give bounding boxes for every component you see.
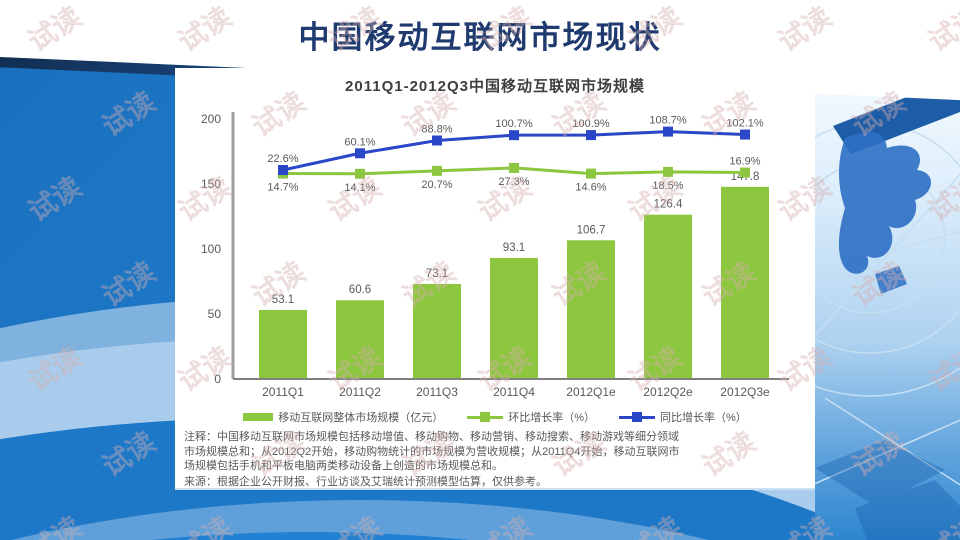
chart-title: 2011Q1-2012Q3中国移动互联网市场规模 — [345, 78, 645, 95]
bar-value-label: 126.4 — [654, 199, 683, 211]
line-square-swatch-icon — [619, 412, 655, 422]
legend-label: 移动互联网整体市场规模（亿元） — [278, 412, 444, 424]
note-annotation: 注释：中国移动互联网市场规模包括移动增值、移动购物、移动营销、移动搜索、移动游戏… — [184, 431, 680, 473]
legend-item-yoy-growth: 同比增长率（%） — [619, 409, 747, 425]
legend-item-market-size: 移动互联网整体市场规模（亿元） — [243, 409, 443, 425]
line-value-label: 60.1% — [344, 136, 375, 148]
bar — [490, 257, 538, 379]
line-marker — [355, 168, 365, 179]
watermark: 试读 — [96, 86, 161, 143]
legend-item-qoq-growth: 环比增长率（%） — [467, 409, 595, 425]
line-marker — [663, 126, 673, 137]
line-value-label: 16.9% — [729, 156, 760, 168]
y-tick-label: 50 — [208, 307, 222, 321]
bar — [413, 283, 461, 379]
line-marker — [432, 165, 442, 176]
line-value-label: 14.6% — [575, 182, 606, 194]
line-marker — [278, 165, 288, 176]
x-tick-label: 2011Q3 — [416, 385, 458, 399]
x-tick-label: 2011Q4 — [493, 385, 535, 399]
line-value-label: 102.1% — [726, 118, 764, 130]
line-value-label: 18.5% — [652, 180, 683, 192]
line-value-label: 108.7% — [649, 115, 687, 127]
x-tick-label: 2011Q2 — [339, 385, 381, 399]
bar — [721, 186, 769, 379]
bar-value-label: 106.7 — [577, 224, 606, 236]
y-tick-label: 0 — [214, 372, 221, 386]
line-marker — [432, 135, 442, 146]
chart-canvas: 0 50 100 150 200 53.1 60.6 73.1 93.1 106.7 126.4 14… — [201, 112, 789, 399]
globe-landmass — [838, 132, 932, 274]
line-marker — [509, 130, 519, 141]
line-value-label: 14.1% — [344, 182, 375, 194]
globe-art — [711, 68, 960, 540]
x-tick-label: 2011Q1 — [262, 385, 304, 399]
x-tick-label: 2012Q3e — [720, 385, 770, 399]
line-marker — [355, 148, 365, 159]
line-marker — [740, 167, 750, 178]
x-tick-label: 2012Q1e — [566, 385, 616, 399]
bar — [567, 240, 615, 379]
y-tick-label: 150 — [201, 177, 221, 191]
y-tick-label: 100 — [201, 242, 221, 256]
legend-label: 环比增长率（%） — [508, 412, 595, 424]
bar-value-label: 60.6 — [349, 284, 371, 296]
chart-legend: 移动互联网整体市场规模（亿元） 环比增长率（%） 同比增长率（%） — [175, 409, 815, 425]
line-value-label: 88.8% — [421, 123, 452, 135]
bar-value-label: 73.1 — [426, 268, 448, 280]
line-square-swatch-icon — [467, 412, 504, 422]
watermark: 试读 — [22, 171, 87, 228]
bar — [336, 300, 384, 379]
note-source: 来源：根据企业公开财报、行业访谈及艾瑞统计预测模型估算，仅供参考。 — [184, 475, 547, 488]
y-tick-label: 200 — [201, 112, 221, 126]
line-marker — [740, 129, 750, 140]
bar — [644, 214, 692, 379]
globe-landmass-small — [875, 266, 907, 294]
page-title: 中国移动互联网市场现状 — [298, 20, 662, 55]
bottom-facets — [815, 440, 960, 540]
line-marker — [509, 162, 519, 173]
x-tick-label: 2012Q2e — [643, 385, 693, 399]
line-marker — [586, 168, 596, 179]
bar-value-label: 93.1 — [503, 242, 525, 254]
globe-art-svg — [711, 76, 960, 540]
bar — [259, 309, 307, 379]
line-value-label: 100.9% — [572, 118, 610, 130]
line-value-label: 100.7% — [495, 118, 533, 130]
line-marker — [663, 166, 673, 177]
line-value-label: 14.7% — [267, 182, 298, 194]
line-value-label: 20.7% — [421, 179, 452, 191]
bar-swatch-icon — [243, 413, 274, 421]
bar-value-label: 53.1 — [272, 294, 294, 306]
line-marker — [586, 130, 596, 141]
chart-panel: 2011Q1-2012Q3中国移动互联网市场规模 0 50 100 150 200 53.… — [175, 68, 815, 490]
line-value-label: 27.3% — [498, 176, 529, 188]
chart-notes: 注释：中国移动互联网市场规模包括移动增值、移动购物、移动营销、移动搜索、移动游戏… — [175, 425, 815, 489]
line-value-label: 22.6% — [267, 153, 298, 165]
legend-label: 同比增长率（%） — [660, 412, 747, 424]
